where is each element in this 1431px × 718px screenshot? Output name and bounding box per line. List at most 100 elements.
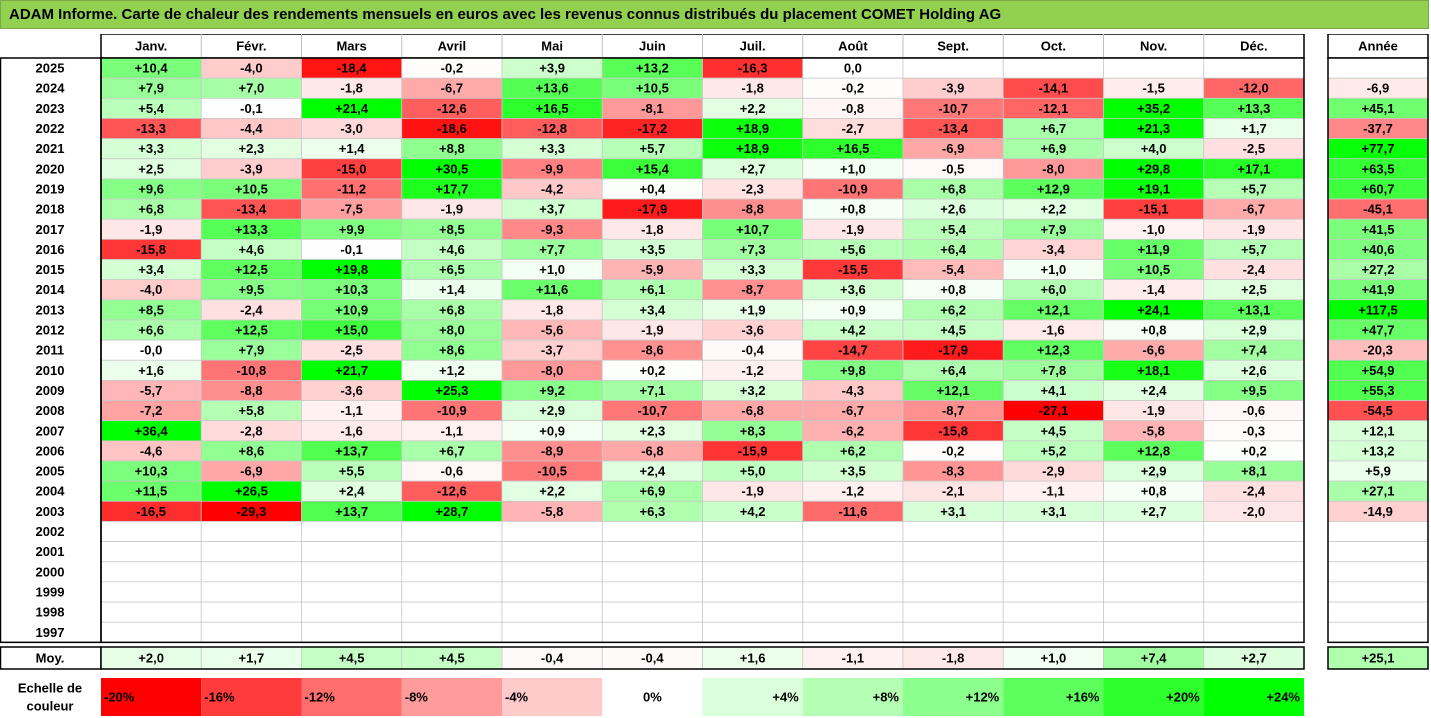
cell-value-label: +7,3 bbox=[740, 242, 766, 257]
annual-cell bbox=[1327, 57, 1429, 79]
cell-value-label: +1,4 bbox=[439, 282, 465, 297]
row-year-label: 1998 bbox=[36, 605, 65, 620]
heatmap-cell bbox=[200, 581, 302, 603]
row-year-label: 2010 bbox=[36, 363, 65, 378]
cell-value-label: -8,3 bbox=[942, 464, 964, 479]
cell-value-label: +8,5 bbox=[138, 302, 164, 317]
cell-value-label: +5,7 bbox=[1241, 181, 1267, 196]
cell-value-label: -18,6 bbox=[437, 121, 467, 136]
cell-value-label: +9,8 bbox=[840, 363, 866, 378]
cell-value-label: +1,4 bbox=[339, 141, 365, 156]
cell-value-label: -16,3 bbox=[738, 61, 768, 76]
row-year-label: 2006 bbox=[36, 443, 65, 458]
heatmap-cell bbox=[1002, 561, 1104, 583]
column-header-12: Déc. bbox=[1240, 39, 1267, 54]
annual-value-label: +54,9 bbox=[1362, 363, 1395, 378]
row-year-label: 2025 bbox=[36, 61, 65, 76]
cell-value-label: -3,7 bbox=[541, 343, 563, 358]
cell-value-label: +10,9 bbox=[335, 302, 368, 317]
heatmap-cell bbox=[301, 521, 403, 542]
annual-value-label: -6,9 bbox=[1367, 81, 1389, 96]
heatmap-cell bbox=[601, 541, 703, 563]
heatmap-cell bbox=[902, 521, 1004, 542]
cell-value-label: -1,9 bbox=[1142, 403, 1164, 418]
average-value-label: +7,4 bbox=[1141, 651, 1167, 666]
annual-value-label: +45,1 bbox=[1362, 101, 1395, 116]
cell-value-label: -5,4 bbox=[942, 262, 965, 277]
cell-value-label: +13,6 bbox=[536, 81, 569, 96]
cell-value-label: +2,6 bbox=[940, 202, 966, 217]
cell-value-label: +5,7 bbox=[640, 141, 666, 156]
cell-value-label: -6,9 bbox=[240, 464, 262, 479]
cell-value-label: -0,5 bbox=[942, 161, 964, 176]
cell-value-label: +1,0 bbox=[539, 262, 565, 277]
annual-value-label: +55,3 bbox=[1362, 383, 1395, 398]
cell-value-label: +19,1 bbox=[1137, 181, 1170, 196]
cell-value-label: +6,6 bbox=[138, 323, 164, 338]
annual-value-label: -20,3 bbox=[1363, 343, 1393, 358]
cell-value-label: -9,9 bbox=[541, 161, 563, 176]
cell-value-label: +2,9 bbox=[539, 403, 565, 418]
cell-value-label: +11,6 bbox=[536, 282, 568, 297]
cell-value-label: +21,4 bbox=[335, 101, 369, 116]
cell-value-label: -2,0 bbox=[1243, 504, 1265, 519]
cell-value-label: +10,5 bbox=[1137, 262, 1170, 277]
cell-value-label: +2,3 bbox=[640, 423, 666, 438]
cell-value-label: -17,2 bbox=[638, 121, 668, 136]
average-value-label: +2,7 bbox=[1241, 651, 1267, 666]
cell-value-label: +2,5 bbox=[1241, 282, 1267, 297]
heatmap-cell bbox=[1203, 561, 1305, 583]
cell-value-label: +7,9 bbox=[239, 343, 265, 358]
cell-value-label: +2,4 bbox=[640, 464, 666, 479]
cell-value-label: -11,2 bbox=[337, 181, 366, 196]
cell-value-label: -1,6 bbox=[340, 423, 362, 438]
cell-value-label: -12,0 bbox=[1239, 81, 1269, 96]
heatmap-cell bbox=[1002, 57, 1104, 79]
annual-value-label: +5,9 bbox=[1365, 464, 1391, 479]
cell-value-label: -15,5 bbox=[838, 262, 868, 277]
cell-value-label: -5,8 bbox=[1142, 423, 1164, 438]
heatmap-cell bbox=[401, 521, 503, 542]
cell-value-label: -16,5 bbox=[136, 504, 166, 519]
cell-value-label: +2,7 bbox=[1141, 504, 1167, 519]
cell-value-label: +18,9 bbox=[736, 141, 769, 156]
heatmap-cell bbox=[100, 581, 202, 603]
cell-value-label: +3,5 bbox=[640, 242, 666, 257]
cell-value-label: -2,9 bbox=[1042, 464, 1064, 479]
cell-value-label: -12,6 bbox=[437, 101, 467, 116]
cell-value-label: +3,1 bbox=[1041, 504, 1067, 519]
cell-value-label: +16,5 bbox=[536, 101, 569, 116]
color-scale-stop-label: -4% bbox=[505, 690, 529, 705]
cell-value-label: -2,1 bbox=[942, 484, 964, 499]
cell-value-label: +12,9 bbox=[1037, 181, 1070, 196]
cell-value-label: -13,3 bbox=[136, 121, 166, 136]
row-year-label: 2024 bbox=[36, 81, 66, 96]
cell-value-label: -12,6 bbox=[437, 484, 467, 499]
cell-value-label: +13,1 bbox=[1237, 302, 1270, 317]
cell-value-label: -7,5 bbox=[340, 202, 362, 217]
cell-value-label: -1,9 bbox=[741, 484, 763, 499]
cell-value-label: +2,4 bbox=[339, 484, 365, 499]
heatmap-cell bbox=[1002, 581, 1104, 603]
cell-value-label: +7,9 bbox=[138, 81, 164, 96]
cell-value-label: +13,3 bbox=[1237, 101, 1270, 116]
heatmap-cell bbox=[1002, 521, 1104, 542]
heatmap-cell bbox=[200, 621, 302, 643]
annual-value-label: +40,6 bbox=[1362, 242, 1395, 257]
cell-value-label: +4,2 bbox=[840, 323, 866, 338]
cell-value-label: +3,3 bbox=[138, 141, 164, 156]
cell-value-label: +6,8 bbox=[138, 202, 164, 217]
cell-value-label: +12,1 bbox=[1037, 302, 1070, 317]
cell-value-label: +28,7 bbox=[435, 504, 468, 519]
cell-value-label: +0,8 bbox=[1141, 323, 1167, 338]
cell-value-label: -0,2 bbox=[441, 61, 463, 76]
cell-value-label: -6,8 bbox=[641, 443, 663, 458]
heatmap-cell bbox=[100, 521, 202, 542]
cell-value-label: -10,7 bbox=[938, 101, 968, 116]
heatmap-cell bbox=[702, 581, 804, 603]
cell-value-label: +7,4 bbox=[1241, 343, 1267, 358]
heatmap-cell bbox=[200, 601, 302, 623]
heatmap-cell bbox=[1203, 541, 1305, 563]
color-scale-swatch bbox=[602, 678, 703, 716]
cell-value-label: +6,5 bbox=[439, 262, 465, 277]
